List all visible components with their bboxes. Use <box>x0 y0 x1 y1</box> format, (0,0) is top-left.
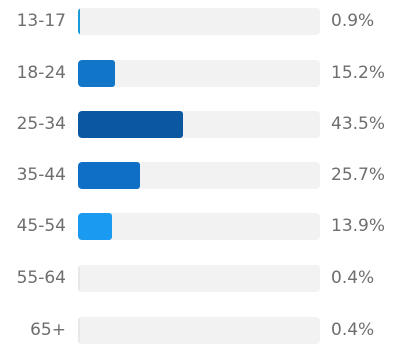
bar-row: 55-64 0.4% <box>0 262 395 294</box>
category-label: 45-54 <box>16 216 66 236</box>
bar-track <box>78 111 320 138</box>
bar <box>78 265 80 292</box>
value-label: 0.4% <box>331 320 375 340</box>
value-label: 15.2% <box>331 63 386 83</box>
category-label: 65+ <box>30 320 66 340</box>
bar-track <box>78 60 320 87</box>
bar-row: 65+ 0.4% <box>0 314 395 346</box>
bar-track <box>78 162 320 189</box>
category-label: 35-44 <box>16 165 66 185</box>
value-label: 43.5% <box>331 114 386 134</box>
category-label: 13-17 <box>16 11 66 31</box>
bar-row: 45-54 13.9% <box>0 210 395 242</box>
category-label: 25-34 <box>16 114 66 134</box>
value-label: 25.7% <box>331 165 386 185</box>
bar <box>78 162 141 189</box>
bar <box>78 8 81 35</box>
bar <box>78 111 184 138</box>
value-label: 13.9% <box>331 216 386 236</box>
category-label: 18-24 <box>16 63 66 83</box>
bar-track <box>78 317 320 344</box>
value-label: 0.4% <box>331 268 375 288</box>
bar <box>78 317 80 344</box>
bar-track <box>78 8 320 35</box>
bar-track <box>78 265 320 292</box>
value-label: 0.9% <box>331 11 375 31</box>
category-label: 55-64 <box>16 268 66 288</box>
bar <box>78 60 115 87</box>
bar-row: 18-24 15.2% <box>0 57 395 89</box>
bar-track <box>78 213 320 240</box>
bar-row: 25-34 43.5% <box>0 108 395 140</box>
bar-row: 13-17 0.9% <box>0 5 395 37</box>
bar <box>78 213 112 240</box>
bar-row: 35-44 25.7% <box>0 159 395 191</box>
